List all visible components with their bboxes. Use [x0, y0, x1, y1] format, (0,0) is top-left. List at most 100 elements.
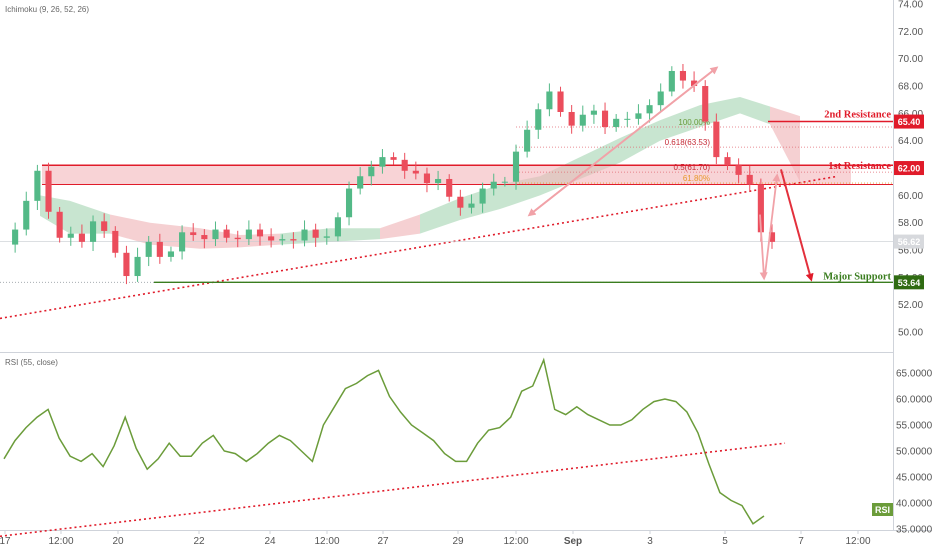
cloud-segment [420, 198, 460, 234]
candle-body [501, 181, 508, 183]
candle-body [334, 217, 341, 237]
candle-body [679, 70, 687, 81]
candle-body [535, 109, 542, 130]
rsi-line [3, 357, 765, 525]
fib-level-label: 100.00% [678, 118, 710, 127]
price-tag-label: 62.00 [898, 164, 921, 174]
candle-body [702, 86, 709, 122]
candle-body [646, 105, 653, 114]
candle-body [145, 241, 152, 257]
rsi-axis-tick: 65.0000 [896, 369, 932, 380]
cloud-segment [200, 228, 240, 249]
candle-body [568, 111, 575, 126]
cloud-segment [740, 96, 770, 125]
candle-body [390, 157, 397, 160]
time-axis-tick: 12:00 [48, 536, 73, 547]
cloud-segment [660, 105, 700, 141]
candle-body [368, 166, 375, 177]
candles-layer [12, 64, 776, 285]
candle-body [423, 173, 431, 184]
candle-body [89, 221, 97, 242]
price-axis-tick: 70.00 [898, 54, 923, 65]
target-arrow [780, 169, 814, 282]
price-tag-label: 65.40 [898, 117, 921, 127]
rsi-trendline [0, 442, 786, 538]
time-axis-tick: 27 [377, 536, 389, 547]
second-resistance-label: 2nd Resistance [824, 110, 891, 121]
candle-body [724, 157, 731, 166]
candle-body [657, 91, 664, 106]
candle-body [268, 236, 275, 241]
candle-body [101, 221, 108, 231]
candle-body [768, 232, 776, 242]
time-axis-tick: 12:00 [503, 536, 528, 547]
cloud-segment [380, 214, 420, 240]
candle-body [256, 229, 264, 237]
rsi-axis-tick: 50.0000 [896, 447, 932, 458]
price-axis-tick: 66.00 [898, 109, 923, 120]
price-axis-tick: 68.00 [898, 82, 923, 93]
candle-body [156, 241, 163, 257]
candle-body [379, 157, 386, 167]
time-axis-tick: Sep [564, 536, 582, 547]
price-tag [894, 114, 924, 129]
candle-body [167, 251, 175, 257]
cloud-segment [620, 120, 660, 163]
time-axis-tick: 17 [0, 536, 11, 547]
price-tag-label: 53.64 [898, 278, 921, 288]
rsi-axis-tick: 40.0000 [896, 499, 932, 510]
annotations-layer [527, 66, 814, 282]
candle-body [435, 178, 442, 184]
time-axis-tick: 22 [193, 536, 205, 547]
candle-body [345, 188, 353, 218]
price-axis-tick: 52.00 [898, 300, 923, 311]
candle-body [579, 114, 586, 126]
candle-body [357, 176, 364, 189]
candle-body [512, 151, 520, 182]
major-support-label: Major Support [823, 271, 891, 282]
candle-body [757, 184, 764, 233]
candle-body [34, 170, 41, 201]
cloud-segment [70, 200, 110, 234]
price-tag [894, 275, 924, 290]
ichimoku-indicator-label: Ichimoku (9, 26, 52, 26) [5, 5, 89, 14]
cloud-segment [110, 214, 150, 245]
rsi-pane[interactable] [0, 353, 893, 530]
candle-body [479, 188, 486, 204]
candle-body [635, 113, 642, 119]
candle-body [457, 196, 464, 208]
time-axis-tick: 12:00 [314, 536, 339, 547]
candle-body [446, 178, 453, 197]
price-axis-tick: 50.00 [898, 328, 923, 339]
price-axis-tick: 74.00 [898, 0, 923, 11]
candle-body [45, 170, 52, 212]
candle-body [123, 252, 130, 277]
candle-body [412, 170, 419, 174]
candle-body [279, 239, 286, 241]
candle-body [56, 211, 63, 238]
candle-body [557, 91, 564, 112]
time-axis-tick: 7 [798, 536, 804, 547]
candle-body [490, 181, 497, 189]
candle-body [746, 174, 753, 185]
price-axis-tick: 58.00 [898, 218, 923, 229]
candle-body [112, 230, 119, 253]
resistance-zone [42, 165, 851, 185]
fib-level-label: 61.80% [683, 174, 710, 183]
candle-body [624, 118, 631, 120]
cloud-segment [330, 228, 380, 242]
rsi-axis-tick: 35.0000 [896, 525, 932, 536]
price-axis-tick: 72.00 [898, 27, 923, 38]
candle-body [190, 232, 197, 236]
candle-body [201, 235, 208, 240]
rsi-tag-label: RSI [875, 505, 890, 515]
rsi-axis-tick: 45.0000 [896, 473, 932, 484]
ascending-trendline [0, 175, 839, 320]
rsi-axis-tick: 60.0000 [896, 395, 932, 406]
candle-body [134, 256, 141, 277]
candle-body [234, 237, 241, 240]
candle-body [735, 165, 742, 175]
